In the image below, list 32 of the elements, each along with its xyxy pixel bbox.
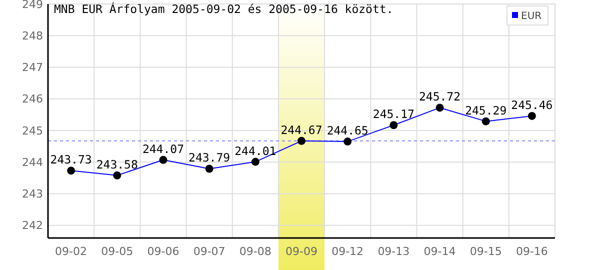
data-label: 245.46 (511, 98, 553, 112)
y-tick-label: 244 (22, 156, 43, 169)
y-tick-label: 243 (22, 188, 43, 201)
data-label: 244.65 (326, 124, 368, 138)
x-tick-label: 09-02 (55, 245, 88, 258)
x-tick-label: 09-09 (286, 245, 318, 258)
x-tick-label: 09-05 (101, 245, 134, 258)
x-tick-label: 09-12 (332, 245, 364, 258)
y-tick-label: 242 (22, 219, 43, 232)
y-tick-label: 246 (22, 92, 43, 106)
data-label: 243.58 (96, 157, 138, 172)
x-tick-label: 09-15 (470, 245, 502, 258)
data-label: 243.79 (188, 150, 230, 165)
chart-title: MNB EUR Árfolyam 2005-09-02 és 2005-09-16 között. (54, 2, 394, 16)
data-label: 244.67 (280, 122, 322, 137)
data-label: 245.17 (372, 107, 415, 122)
x-tick-label: 09-06 (147, 245, 180, 258)
y-tick-label: 247 (22, 61, 43, 74)
y-tick-label: 249 (22, 0, 43, 11)
x-tick-label: 09-08 (239, 245, 272, 258)
x-tick-label: 09-13 (378, 245, 410, 258)
data-label: 244.07 (142, 142, 184, 156)
y-tick-label: 245 (22, 124, 43, 138)
x-tick-label: 09-07 (193, 245, 226, 258)
x-tick-label: 09-14 (424, 245, 456, 258)
data-label: 245.29 (465, 103, 507, 118)
y-tick-label: 248 (22, 29, 43, 42)
legend-label: EUR (521, 11, 542, 22)
data-label: 244.01 (234, 144, 276, 158)
data-label: 243.73 (50, 152, 92, 167)
data-label: 245.72 (419, 90, 461, 104)
x-tick-label: 09-16 (516, 245, 548, 258)
